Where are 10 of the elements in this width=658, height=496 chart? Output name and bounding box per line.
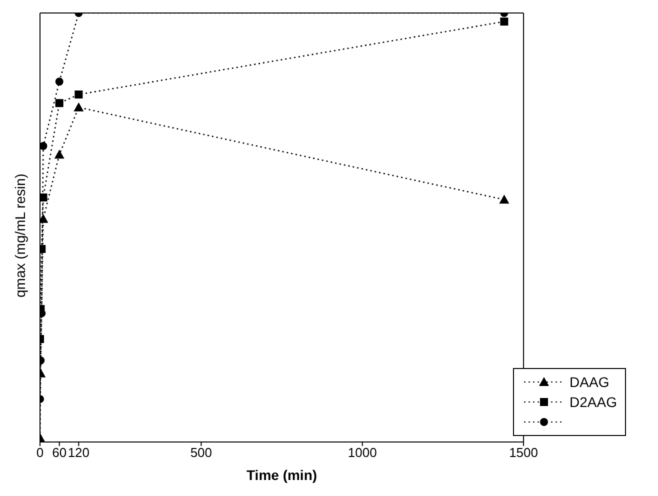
x-axis-title: Time (min): [246, 467, 318, 483]
x-tick-label: 500: [190, 445, 212, 460]
legend-label: DAAG: [570, 374, 610, 390]
x-tick-label: 1000: [348, 445, 377, 460]
y-axis-title: qmax (mg/mL resin): [12, 174, 28, 298]
x-tick-label: 120: [68, 445, 90, 460]
x-tick-label: 60: [52, 445, 67, 460]
x-tick-label: 1500: [509, 445, 538, 460]
x-tick-label: 0: [36, 445, 44, 460]
legend-label: D2AAG: [570, 394, 617, 410]
